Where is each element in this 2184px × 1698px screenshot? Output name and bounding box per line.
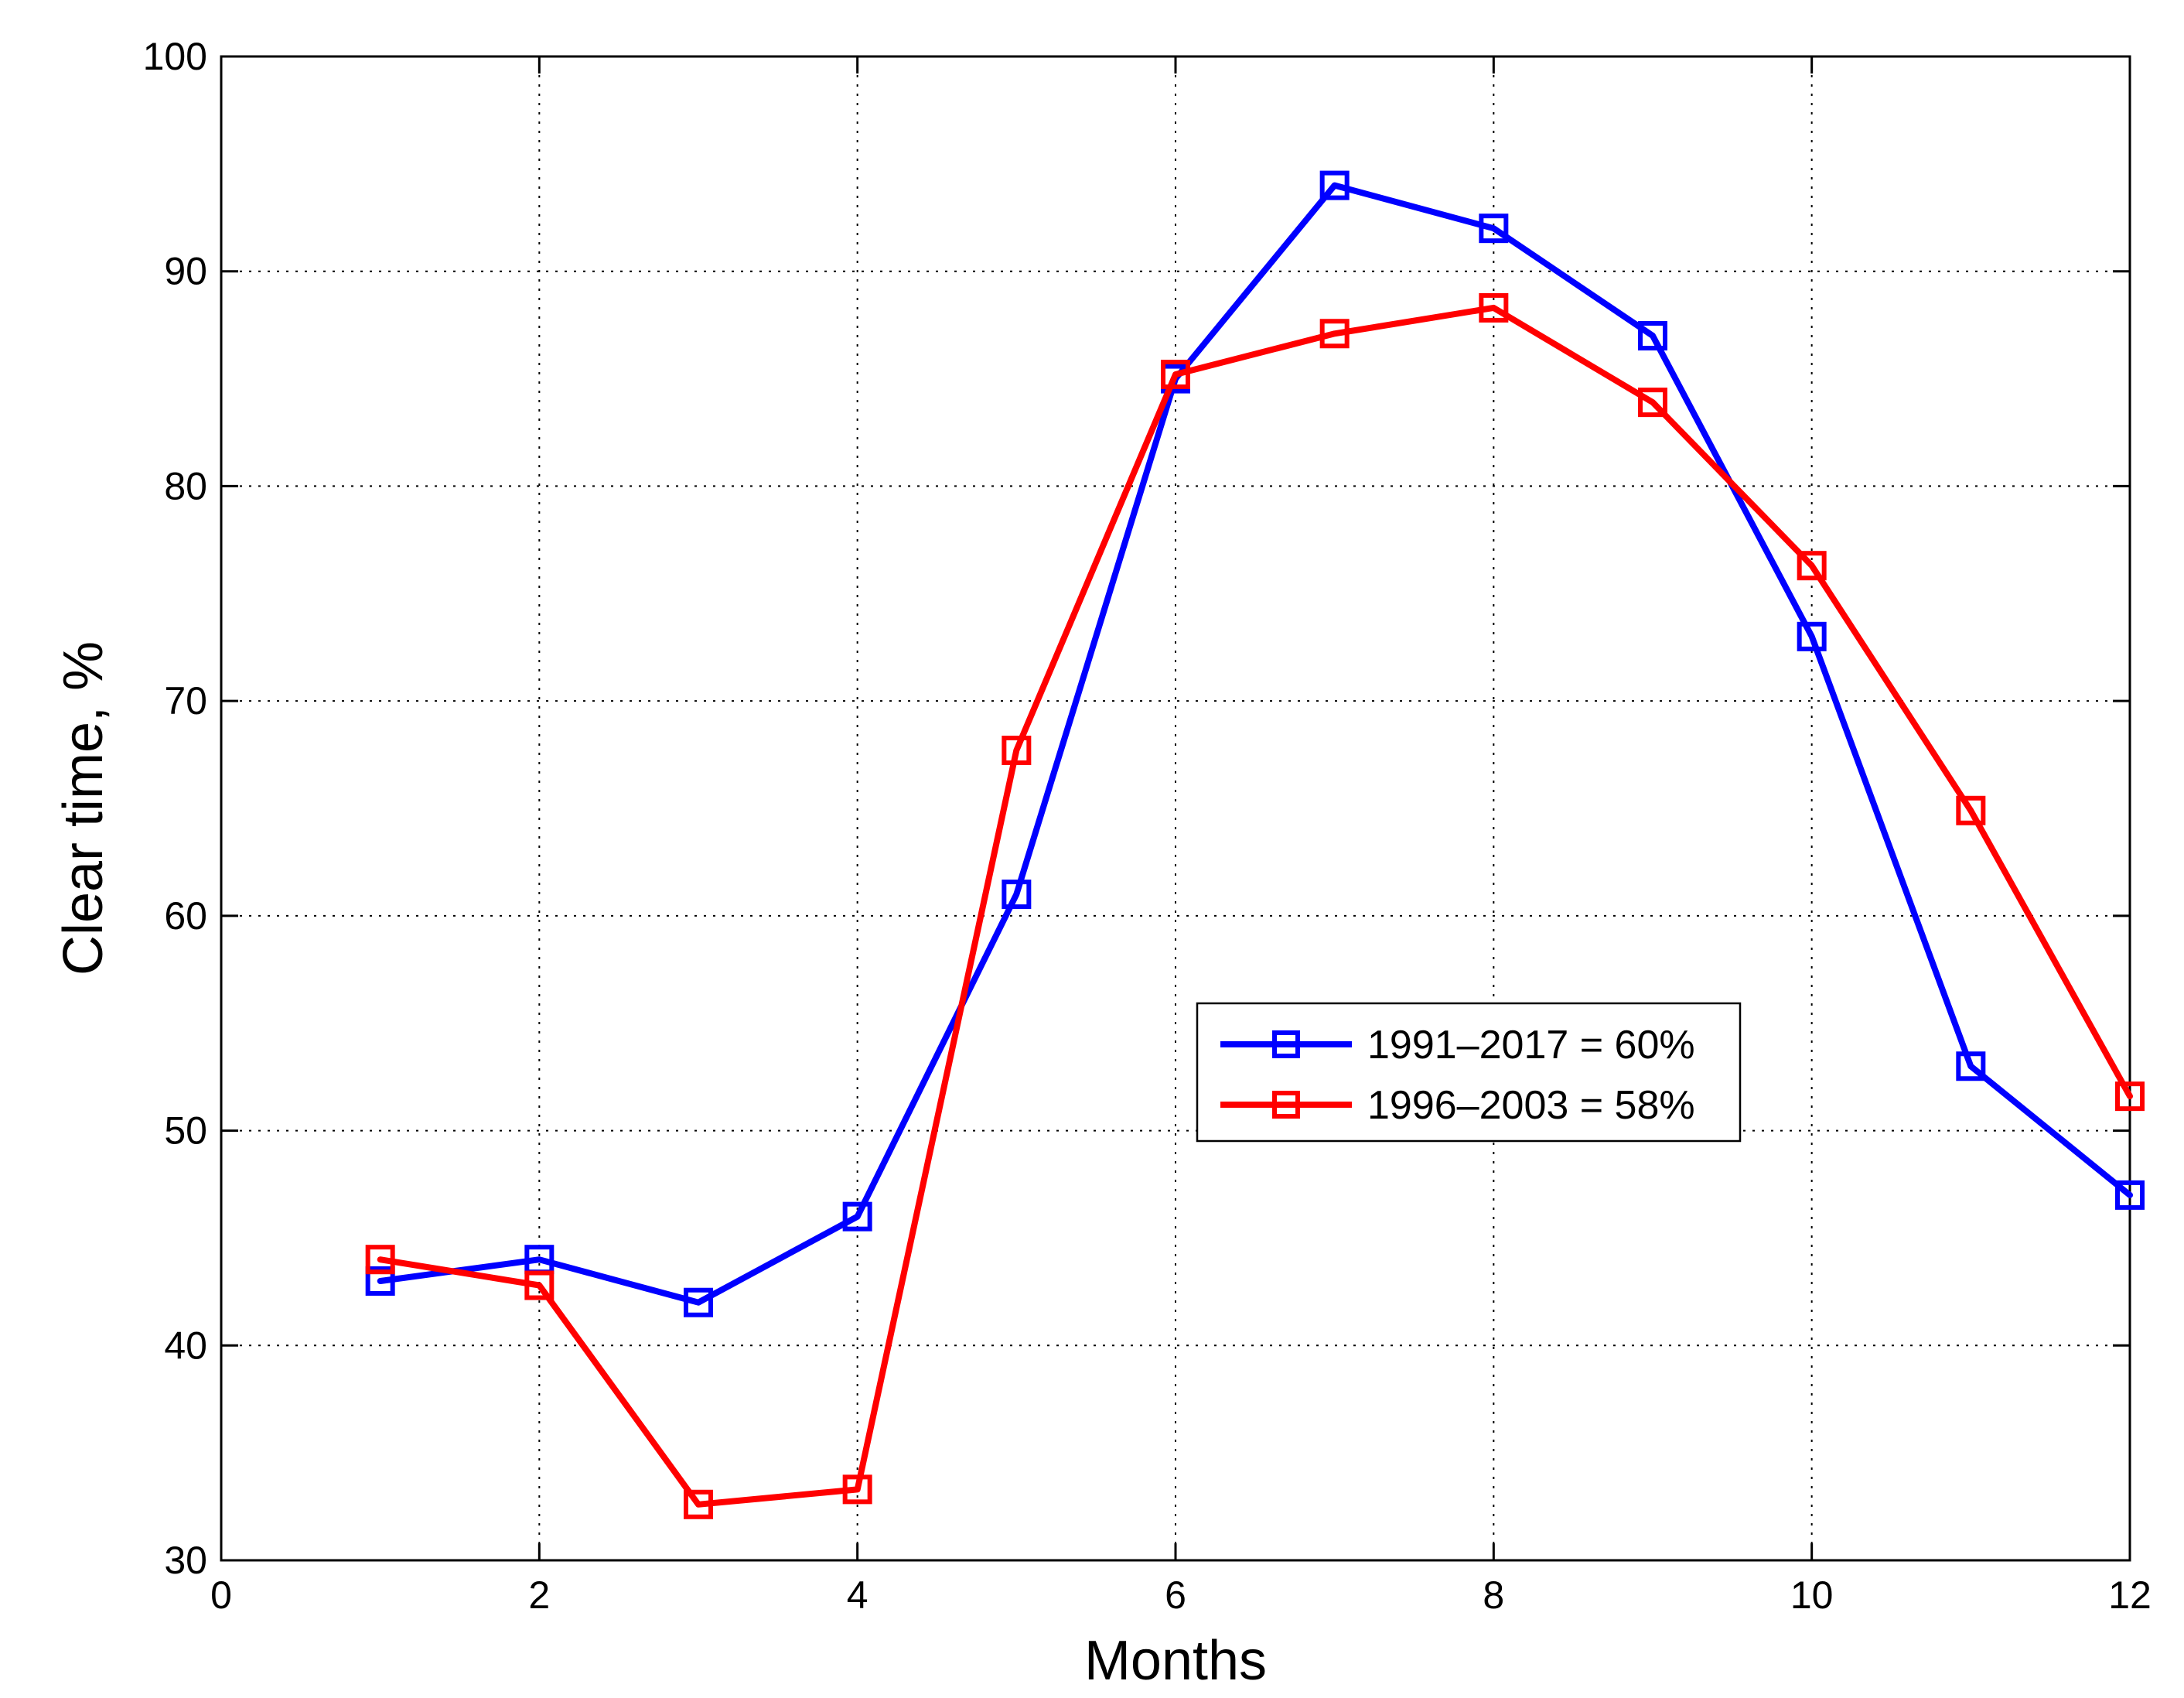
legend-marker-series-1 [1272, 1030, 1300, 1058]
x-tick-label: 10 [1790, 1573, 1834, 1617]
data-point-marker [2115, 1180, 2145, 1210]
axis-ticks: 0 2 4 6 8 10 12 30 40 50 60 70 80 90 100 [143, 35, 2152, 1617]
data-point-marker [365, 1245, 395, 1275]
y-tick-label: 100 [143, 35, 207, 78]
data-point-marker [1638, 388, 1667, 418]
series-line [377, 304, 2133, 1508]
series-line [377, 182, 2133, 1306]
data-point-marker [1956, 1051, 1986, 1081]
data-point-marker [842, 1474, 872, 1505]
x-tick-label: 0 [210, 1573, 232, 1617]
legend-label-series-1: 1991–2017 = 60% [1367, 1023, 1695, 1068]
data-point-marker [684, 1489, 713, 1519]
data-point-marker [1319, 170, 1350, 200]
x-tick-label: 8 [1483, 1573, 1504, 1617]
data-point-marker [1956, 795, 1986, 825]
y-tick-label: 70 [164, 679, 207, 723]
grid [221, 56, 2130, 1560]
data-point-marker [684, 1287, 713, 1317]
x-tick-label: 2 [528, 1573, 550, 1617]
x-tick-label: 6 [1165, 1573, 1186, 1617]
data-point-marker [1161, 360, 1190, 390]
x-tick-label: 4 [847, 1573, 868, 1617]
data-point-marker [1638, 321, 1667, 351]
data-point-marker [2115, 1081, 2145, 1112]
y-axis-label: Clear time, % [53, 641, 114, 975]
y-tick-label: 50 [164, 1109, 207, 1153]
y-tick-label: 90 [164, 250, 207, 293]
data-point-marker [1319, 319, 1350, 349]
series [365, 170, 2145, 1519]
x-axis-label: Months [1084, 1630, 1267, 1692]
x-tick-label: 12 [2108, 1573, 2152, 1617]
series-2 [365, 292, 2145, 1519]
data-point-marker [1002, 736, 1032, 766]
legend-label-series-2: 1996–2003 = 58% [1367, 1083, 1695, 1128]
data-point-marker [1002, 880, 1032, 910]
data-point-marker [1797, 551, 1827, 581]
data-point-marker [524, 1270, 555, 1300]
y-tick-label: 80 [164, 464, 207, 507]
data-point-marker [1479, 292, 1509, 323]
legend-marker-series-2 [1272, 1091, 1300, 1119]
series-1 [365, 170, 2145, 1317]
y-tick-label: 40 [164, 1324, 207, 1367]
data-point-marker [1479, 214, 1509, 244]
legend: 1991–2017 = 60% 1996–2003 = 58% [1196, 1002, 1742, 1143]
y-tick-label: 60 [164, 894, 207, 938]
data-point-marker [365, 1266, 395, 1296]
y-tick-label: 30 [164, 1539, 207, 1582]
data-point-marker [842, 1201, 872, 1232]
data-point-marker [1797, 621, 1827, 651]
